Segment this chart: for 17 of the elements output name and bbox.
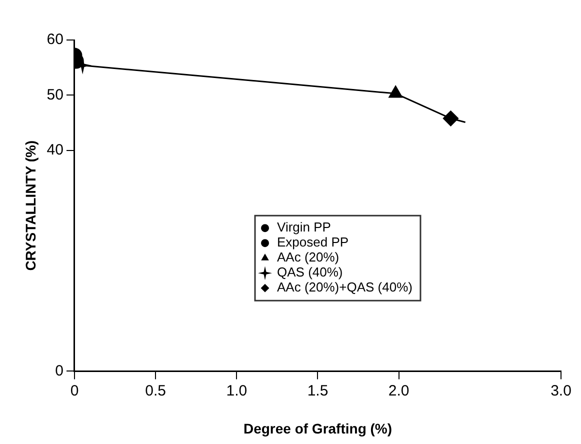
- y-axis-title: CRYSTALLINTY (%): [22, 140, 38, 271]
- x-tick-label: 3.0: [550, 382, 572, 400]
- x-tick-label: 0: [70, 382, 79, 400]
- legend-label: AAc (20%)+QAS (40%): [277, 280, 412, 295]
- y-tick-label: 0: [55, 362, 64, 380]
- y-tick-label: 40: [46, 142, 64, 159]
- x-tick-label: 1.5: [307, 382, 328, 400]
- legend-label: Virgin PP: [277, 220, 331, 235]
- y-tick-label: 50: [46, 86, 64, 104]
- y-tick-label: 60: [46, 31, 64, 48]
- x-tick-label: 0.5: [145, 382, 166, 400]
- x-tick-label: 2.0: [388, 382, 410, 400]
- legend-label: AAc (20%): [277, 250, 340, 265]
- x-axis-title: Degree of Grafting (%): [243, 420, 392, 436]
- x-tick-label: 1.0: [226, 382, 248, 400]
- legend-label: Exposed PP: [277, 234, 349, 250]
- legend-label: QAS (40%): [277, 264, 343, 280]
